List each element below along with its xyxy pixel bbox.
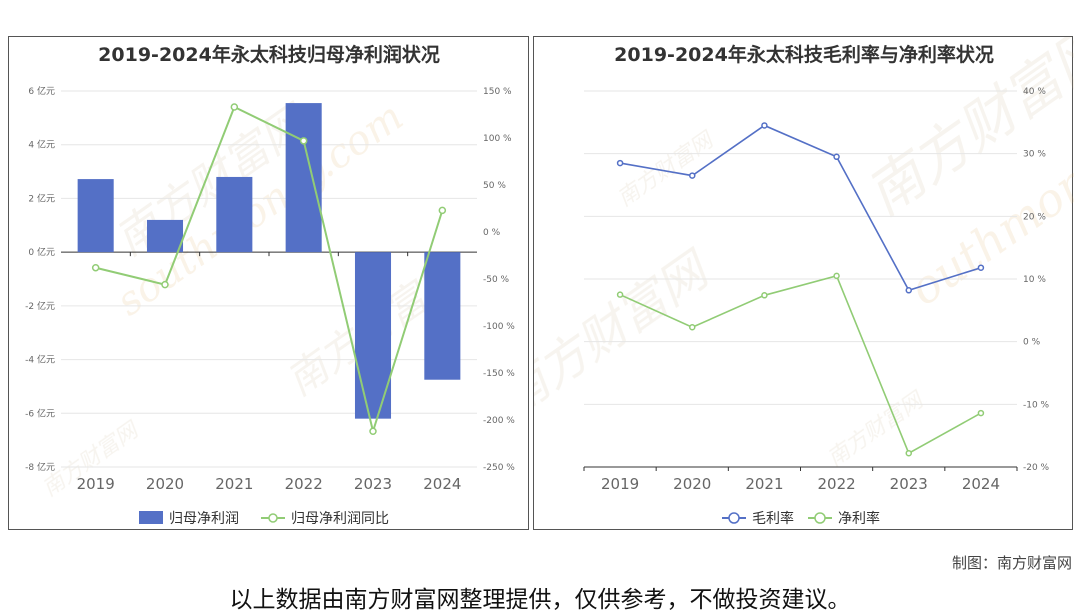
point-net-margin xyxy=(689,324,696,331)
legend-marker-yoy xyxy=(268,513,278,523)
x-axis-tick-label: 2024 xyxy=(962,475,1000,493)
bar-net-profit xyxy=(77,179,114,253)
right-axis-tick-label: 40 % xyxy=(1023,87,1046,97)
right-axis-tick-label: -250 % xyxy=(483,463,515,473)
point-gross-margin xyxy=(905,287,912,294)
right-axis-tick-label: 30 % xyxy=(1023,150,1046,160)
watermark: 南方财富网 南方财富网 outhmoney.com 南方财富网 南方财富网 xyxy=(534,37,1074,472)
right-axis-tick-label: -20 % xyxy=(1023,463,1050,473)
chart-title: 2019-2024年永太科技毛利率与净利率状况 xyxy=(614,43,994,66)
watermark-cn: 南方财富网 xyxy=(534,240,722,427)
point-yoy xyxy=(369,427,377,436)
watermark-cn: 南方财富网 xyxy=(613,127,720,212)
right-axis-tick-label: 20 % xyxy=(1023,212,1046,222)
series-line-yoy xyxy=(95,105,444,436)
left-axis-tick-label: -4 亿元 xyxy=(25,354,55,366)
point-gross-margin xyxy=(833,153,840,161)
point-gross-margin xyxy=(977,264,985,271)
point-yoy xyxy=(230,103,239,111)
right-axis-tick-label: -50 % xyxy=(483,275,510,285)
right-axis-tick-label: -150 % xyxy=(483,369,515,379)
left-axis-tick-label: 0 亿元 xyxy=(28,246,55,258)
point-yoy xyxy=(438,206,447,215)
left-axis-tick-label: 4 亿元 xyxy=(28,139,55,151)
x-axis-tick-label: 2023 xyxy=(354,475,392,493)
right-axis-tick-label: -10 % xyxy=(1023,400,1050,410)
point-net-margin xyxy=(905,449,912,457)
series-line-gross-margin xyxy=(619,124,982,292)
right-axis-tick-label: 100 % xyxy=(483,134,512,144)
legend-label-net-margin: 净利率 xyxy=(838,510,880,527)
legend-marker-gross-margin xyxy=(728,512,740,524)
point-net-margin xyxy=(616,291,624,298)
right-axis-tick-label: 0 % xyxy=(1023,338,1041,348)
x-axis-tick-label: 2019 xyxy=(601,475,639,493)
x-axis-tick-label: 2020 xyxy=(673,475,711,493)
net-profit-chart-panel: 南方财富网 southmoney.com 南方财富网 南方财富网 2019-20… xyxy=(8,36,529,530)
x-axis-tick-label: 2022 xyxy=(285,475,323,493)
right-axis-tick-label: 0 % xyxy=(483,228,501,238)
point-gross-margin xyxy=(689,172,696,179)
point-yoy xyxy=(299,137,308,145)
point-net-margin xyxy=(833,272,840,280)
series-line-net-margin xyxy=(619,274,982,455)
legend-label-yoy: 归母净利润同比 xyxy=(291,510,389,527)
right-axis-tick-label: 10 % xyxy=(1023,275,1046,285)
right-axis-tick-label: 50 % xyxy=(483,181,506,191)
bar-net-profit xyxy=(285,103,322,253)
bar-net-profit xyxy=(216,176,253,253)
margin-chart-panel: 南方财富网 南方财富网 outhmoney.com 南方财富网 南方财富网 20… xyxy=(533,36,1074,530)
x-axis-tick-label: 2021 xyxy=(745,475,783,493)
right-axis-tick-label: -200 % xyxy=(483,416,515,426)
right-axis-tick-label: 150 % xyxy=(483,87,512,97)
chart-title: 2019-2024年永太科技归母净利润状况 xyxy=(98,43,440,66)
bar-net-profit xyxy=(146,219,184,253)
right-axis-tick-label: -100 % xyxy=(483,322,515,332)
legend-label-net-profit: 归母净利润 xyxy=(169,510,239,527)
left-axis-tick-label: 6 亿元 xyxy=(28,85,55,97)
point-yoy xyxy=(91,263,100,272)
chart-credit: 制图：南方财富网 xyxy=(951,554,1072,572)
point-yoy xyxy=(161,280,169,289)
watermark-cn: 南方财富网 xyxy=(823,387,930,472)
left-axis-tick-label: -6 亿元 xyxy=(25,407,55,419)
point-net-margin xyxy=(977,409,985,417)
x-axis-tick-label: 2020 xyxy=(146,475,184,493)
x-axis-tick-label: 2021 xyxy=(215,475,253,493)
left-axis-tick-label: -2 亿元 xyxy=(25,300,55,312)
point-gross-margin xyxy=(616,159,624,167)
watermark: 南方财富网 southmoney.com 南方财富网 南方财富网 xyxy=(38,94,473,502)
x-axis-tick-label: 2023 xyxy=(890,475,928,493)
bar-net-profit xyxy=(424,252,461,380)
left-axis-tick-label: 2 亿元 xyxy=(28,192,55,204)
x-axis-tick-label: 2024 xyxy=(423,475,461,493)
legend: 归母净利润 归母净利润同比 xyxy=(139,510,389,527)
point-gross-margin xyxy=(761,122,768,129)
legend-swatch-net-profit xyxy=(139,511,163,524)
x-axis-tick-label: 2019 xyxy=(77,475,115,493)
x-axis-tick-label: 2022 xyxy=(817,475,855,493)
net-profit-chart: 南方财富网 southmoney.com 南方财富网 南方财富网 2019-20… xyxy=(25,43,515,527)
legend-label-gross-margin: 毛利率 xyxy=(752,510,794,527)
point-net-margin xyxy=(761,292,768,299)
disclaimer: 以上数据由南方财富网整理提供，仅供参考，不做投资建议。 xyxy=(229,587,851,613)
margin-chart: 南方财富网 南方财富网 outhmoney.com 南方财富网 南方财富网 20… xyxy=(534,37,1074,527)
left-axis-tick-label: -8 亿元 xyxy=(25,461,55,473)
legend-marker-net-margin xyxy=(814,512,826,524)
legend: 毛利率 净利率 xyxy=(722,510,880,527)
